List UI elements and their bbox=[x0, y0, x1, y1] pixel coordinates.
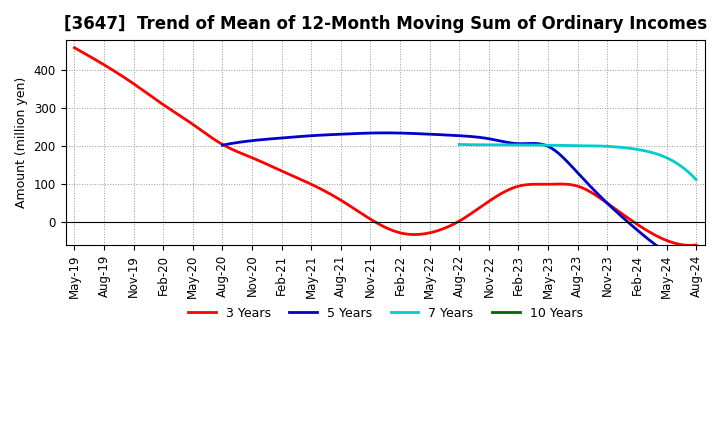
3 Years bbox=[594, 194, 603, 200]
5 Years bbox=[649, 241, 657, 246]
5 Years bbox=[500, 139, 509, 144]
Legend: 3 Years, 5 Years, 7 Years, 10 Years: 3 Years, 5 Years, 7 Years, 10 Years bbox=[183, 302, 588, 325]
7 Years bbox=[600, 143, 608, 149]
7 Years bbox=[455, 142, 464, 147]
5 Years bbox=[510, 141, 518, 146]
3 Years bbox=[70, 45, 78, 50]
7 Years bbox=[456, 142, 464, 147]
3 Years bbox=[438, 227, 447, 232]
5 Years bbox=[220, 142, 228, 147]
7 Years bbox=[596, 143, 605, 149]
Line: 7 Years: 7 Years bbox=[459, 144, 696, 180]
Title: [3647]  Trend of Mean of 12-Month Moving Sum of Ordinary Incomes: [3647] Trend of Mean of 12-Month Moving … bbox=[63, 15, 707, 33]
5 Years bbox=[619, 215, 628, 220]
5 Years bbox=[382, 130, 390, 136]
Y-axis label: Amount (million yen): Amount (million yen) bbox=[15, 77, 28, 208]
3 Years bbox=[451, 221, 459, 226]
3 Years bbox=[692, 242, 701, 248]
5 Years bbox=[692, 263, 701, 268]
7 Years bbox=[670, 159, 678, 164]
Line: 5 Years: 5 Years bbox=[222, 133, 696, 266]
3 Years bbox=[685, 243, 694, 248]
3 Years bbox=[634, 222, 642, 227]
5 Years bbox=[502, 139, 510, 145]
3 Years bbox=[440, 226, 449, 231]
7 Years bbox=[654, 152, 663, 157]
7 Years bbox=[692, 177, 701, 182]
Line: 3 Years: 3 Years bbox=[74, 48, 696, 246]
3 Years bbox=[72, 46, 81, 51]
7 Years bbox=[595, 143, 604, 149]
5 Years bbox=[218, 143, 227, 148]
